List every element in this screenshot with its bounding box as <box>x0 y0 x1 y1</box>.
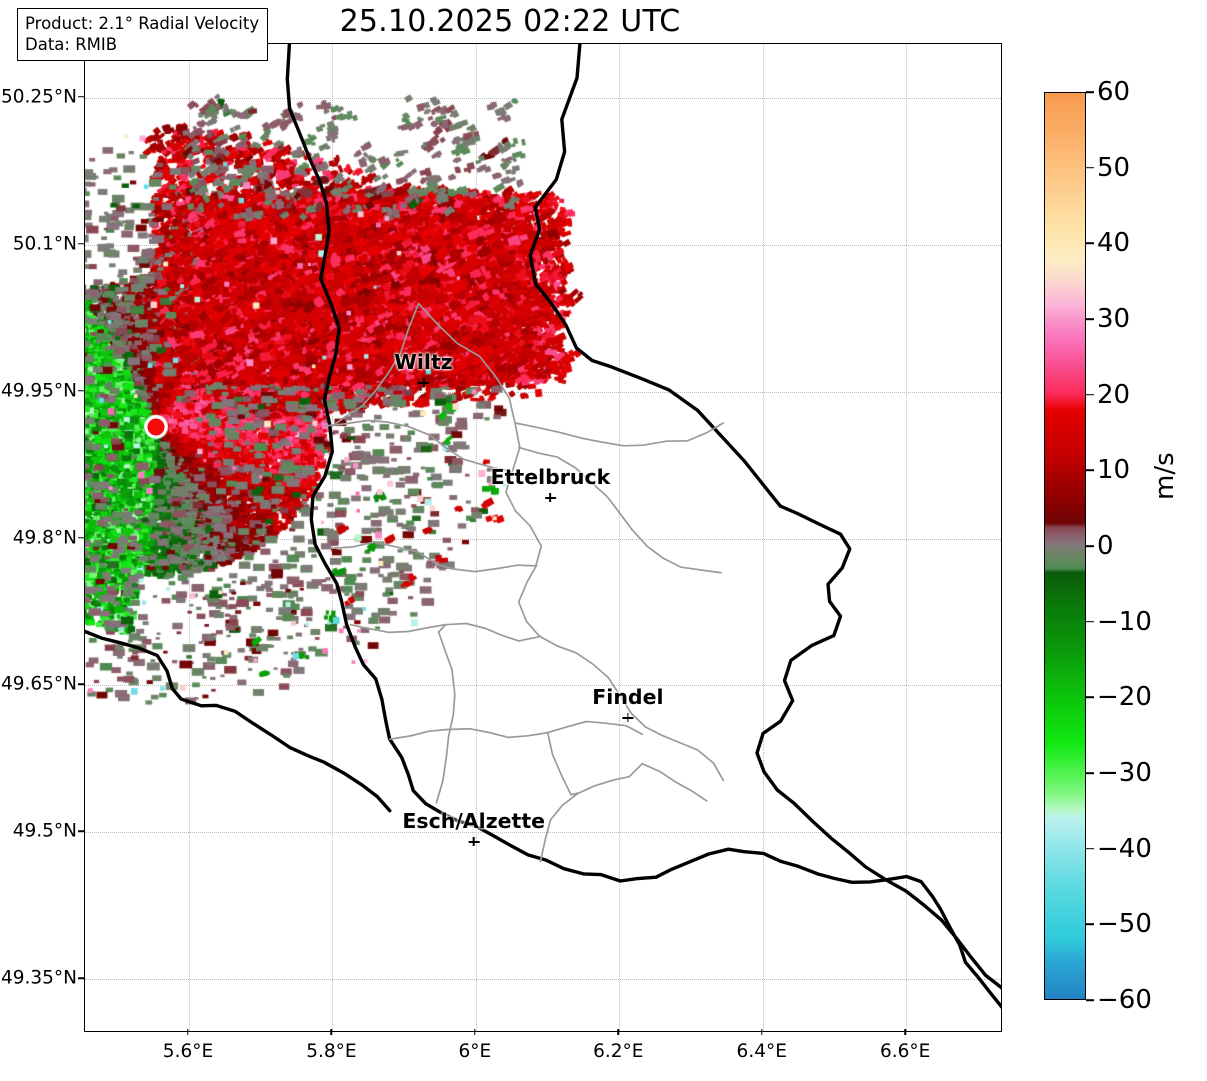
x-axis-tick-mark <box>187 1029 189 1035</box>
colorbar-tick-label: 40 <box>1097 228 1131 259</box>
colorbar-tick-label: 50 <box>1097 152 1131 183</box>
colorbar-tick-mark <box>1086 923 1094 926</box>
x-axis-tick-mark <box>474 1029 476 1035</box>
city-label-wiltz: Wiltz <box>394 349 453 389</box>
radar-site-marker <box>147 418 165 436</box>
colorbar-tick-label: −50 <box>1097 909 1152 940</box>
y-axis-tick-mark <box>78 536 85 539</box>
x-axis-tick-label: 6.4°E <box>736 1041 787 1062</box>
y-axis-tick-label: 49.8°N <box>12 527 77 548</box>
colorbar-tick-mark <box>1086 545 1094 547</box>
colorbar-tick-mark <box>1086 772 1094 774</box>
x-axis-tick-label: 5.6°E <box>162 1041 214 1062</box>
y-axis-tick-mark <box>78 96 85 98</box>
colorbar-unit-label: m/s <box>1150 452 1180 500</box>
page-title: 25.10.2025 02:22 UTC <box>339 4 681 39</box>
colorbar-tick-label: 0 <box>1097 531 1114 561</box>
y-axis-tick-label: 49.95°N <box>0 380 77 402</box>
colorbar-tick-label: −60 <box>1097 985 1152 1015</box>
y-axis-tick-label: 50.1°N <box>12 233 77 255</box>
city-marker-icon <box>402 834 545 848</box>
y-axis-tick-mark <box>78 683 85 686</box>
radar-map-plot[interactable]: Wiltz Ettelbruck Findel Esch/Alzette <box>84 43 1002 1032</box>
x-axis-tick-label: 6.6°E <box>879 1041 931 1062</box>
y-axis-tick-label: 49.65°N <box>0 673 77 695</box>
y-axis-tick-mark <box>78 830 85 832</box>
colorbar-gradient <box>1045 93 1085 999</box>
colorbar-tick-mark <box>1086 318 1094 320</box>
x-axis-tick-mark <box>330 1029 333 1035</box>
y-axis-tick-mark <box>78 389 85 392</box>
y-axis-ticks: 50.25°N 50.1°N 49.95°N 49.8°N 49.65°N 49.5°N 4… <box>0 43 85 1032</box>
x-axis-tick-label: 5.8°E <box>306 1041 357 1062</box>
city-marker-icon <box>394 375 452 389</box>
city-name: Ettelbruck <box>490 465 611 490</box>
city-marker-icon <box>491 490 611 504</box>
colorbar-tick-label: 60 <box>1097 77 1131 107</box>
colorbar-tick-label: −10 <box>1097 606 1152 637</box>
city-marker-icon <box>592 710 663 724</box>
y-axis-tick-mark <box>78 242 85 245</box>
city-name: Wiltz <box>394 349 453 374</box>
city-label-esch-alzette: Esch/Alzette <box>402 809 545 848</box>
colorbar-tick-mark <box>1086 242 1094 245</box>
colorbar-tick-label: −40 <box>1097 833 1152 864</box>
colorbar-tick-label: −20 <box>1097 682 1152 713</box>
colorbar-tick-mark <box>1086 166 1094 169</box>
colorbar-tick-label: 20 <box>1097 379 1131 410</box>
colorbar-tick-label: 10 <box>1097 455 1131 486</box>
colorbar-tick-mark <box>1086 393 1094 396</box>
colorbar-tick-mark <box>1086 91 1094 93</box>
colorbar-tick-mark <box>1086 696 1094 699</box>
city-label-findel: Findel <box>592 684 664 724</box>
city-label-ettelbruck: Ettelbruck <box>490 465 611 504</box>
x-axis-tick-mark <box>904 1029 906 1035</box>
colorbar-tick-label: −30 <box>1097 758 1152 788</box>
colorbar-tick-mark <box>1086 469 1094 472</box>
y-axis-tick-mark <box>78 977 85 979</box>
colorbar-tick-mark <box>1086 620 1094 623</box>
radar-echo-layer <box>85 44 1001 1031</box>
product-line: Product: 2.1° Radial Velocity <box>25 14 260 33</box>
y-axis-tick-label: 49.35°N <box>0 967 77 989</box>
city-name: Esch/Alzette <box>402 809 546 834</box>
city-name: Findel <box>592 684 664 709</box>
x-axis-tick-label: 6.2°E <box>593 1041 644 1062</box>
colorbar-ticks: 60 50 40 30 20 10 0 −10 −20 −30 −40 −50 −60 <box>1086 77 1196 1015</box>
x-axis-tick-label: 6°E <box>458 1041 492 1062</box>
y-axis-tick-label: 50.25°N <box>0 86 77 108</box>
colorbar-tick-mark <box>1086 847 1094 850</box>
y-axis-tick-label: 49.5°N <box>12 820 77 842</box>
product-info-box: Product: 2.1° Radial Velocity Data: RMIB <box>17 8 269 62</box>
colorbar-tick-label: 30 <box>1097 304 1131 334</box>
data-source-line: Data: RMIB <box>25 35 118 55</box>
colorbar <box>1044 92 1086 1000</box>
x-axis-tick-mark <box>760 1029 763 1035</box>
x-axis-tick-mark <box>617 1029 620 1035</box>
colorbar-tick-mark <box>1086 999 1094 1001</box>
x-axis-ticks: 5.6°E 5.8°E 6°E 6.2°E 6.4°E 6.6°E <box>84 1029 1002 1075</box>
